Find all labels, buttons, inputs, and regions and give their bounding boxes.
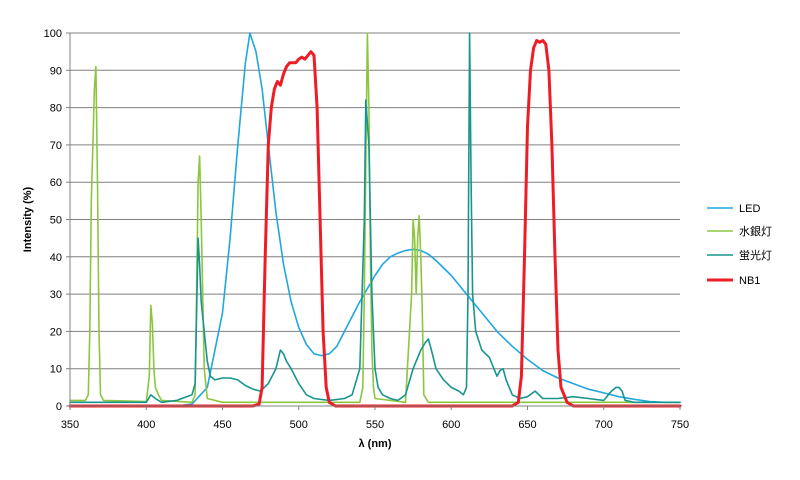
- legend-label: NB1: [739, 275, 760, 287]
- legend-label: 水銀灯: [739, 224, 772, 238]
- y-tick-label: 80: [50, 103, 62, 115]
- x-tick-label: 500: [290, 419, 308, 431]
- axes: [66, 32, 681, 410]
- x-tick-label: 350: [61, 419, 79, 431]
- x-axis-title: λ (nm): [359, 438, 392, 450]
- y-tick-label: 20: [50, 326, 62, 338]
- series-line-nb1: [68, 39, 682, 408]
- series-layer: [68, 32, 682, 408]
- y-tick-label: 60: [50, 177, 62, 189]
- x-tick-label: 700: [595, 419, 613, 431]
- y-tick-label: 90: [50, 65, 62, 77]
- y-tick-label: 50: [50, 215, 62, 227]
- x-tick-label: 650: [518, 419, 536, 431]
- series-line-fluorescent-lamp: [69, 32, 681, 404]
- y-axis-title: Intensity (%): [22, 186, 34, 252]
- series-line-mercury-lamp: [69, 32, 681, 404]
- y-tick-label: 100: [44, 28, 62, 40]
- x-tick-label: 550: [366, 419, 384, 431]
- y-tick-label: 70: [50, 140, 62, 152]
- legend-label: LED: [739, 203, 760, 215]
- x-tick-label: 750: [671, 419, 689, 431]
- x-tick-label: 600: [442, 419, 460, 431]
- y-tick-label: 10: [50, 364, 62, 376]
- x-tick-label: 450: [213, 419, 231, 431]
- y-tick-label: 40: [50, 252, 62, 264]
- tick-labels: 0 10 20 30 40 50 60 70 80 90 100 350 400 450 500 550 600…: [44, 28, 690, 431]
- gridlines: [70, 32, 680, 370]
- y-tick-label: 30: [50, 289, 62, 301]
- legend-label: 蛍光灯: [739, 248, 772, 262]
- y-tick-label: 0: [56, 401, 62, 413]
- x-tick-label: 400: [137, 419, 155, 431]
